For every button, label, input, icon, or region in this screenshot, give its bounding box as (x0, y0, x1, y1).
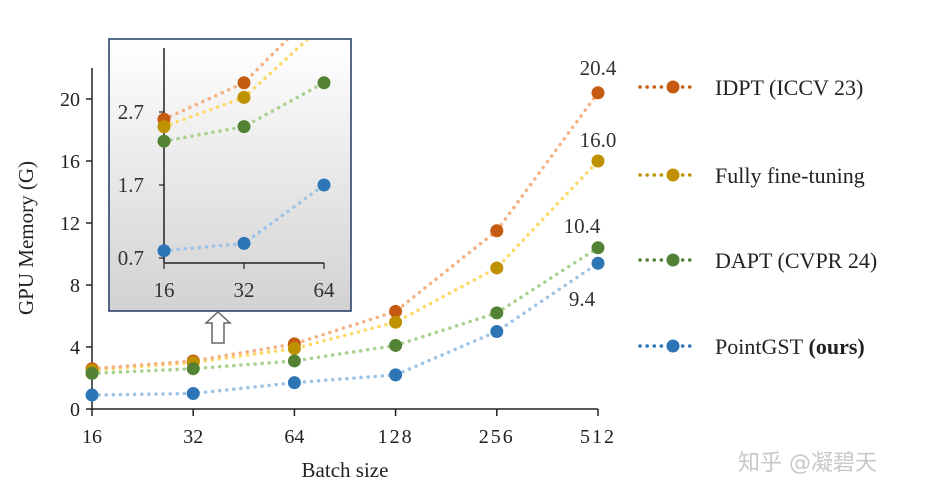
inset: 0.7 1.7 2.7 16 32 64 (108, 38, 352, 312)
inset-x-tick-label: 16 (154, 278, 175, 302)
x-tick-label: 256 (479, 426, 515, 448)
inset-series-line (162, 81, 326, 143)
data-label: 20.4 (580, 56, 617, 80)
data-point (287, 376, 301, 390)
x-tick-label: 16 (82, 426, 102, 448)
data-point (287, 342, 301, 356)
inset-y-tick-label: 1.7 (118, 173, 144, 197)
inset-background (108, 38, 352, 312)
inset-data-point (317, 76, 331, 90)
inset-x-tick-label: 64 (314, 278, 336, 302)
inset-x-tick-label: 32 (234, 278, 255, 302)
data-point (85, 388, 99, 402)
y-tick-label: 4 (70, 337, 80, 359)
series-line (90, 261, 600, 397)
data-point (591, 256, 605, 270)
inset-data-point (237, 120, 251, 134)
data-point (389, 304, 403, 318)
y-tick-label: 12 (60, 213, 80, 235)
inset-data-point (157, 120, 171, 134)
up-arrow-icon (204, 310, 232, 344)
series-line (90, 91, 600, 371)
legend-marker (666, 253, 680, 267)
y-tick-label: 20 (60, 89, 80, 111)
end-labels: 20.4 16.0 10.4 9.4 (564, 56, 617, 311)
y-axis-label: GPU Memory (G) (14, 161, 38, 315)
data-point (490, 306, 504, 320)
inset-data-point (237, 76, 251, 90)
legend-marker (666, 339, 680, 353)
watermark: 知乎 @凝碧天 (738, 451, 877, 476)
inset-series-line (162, 40, 290, 122)
legend-label: PointGST (ours) (715, 334, 865, 359)
main-axes (91, 68, 598, 410)
data-point (389, 338, 403, 352)
x-tick-label: 128 (378, 426, 414, 448)
inset-series-layer (157, 40, 331, 258)
data-point (287, 354, 301, 368)
y-ticks: 0 4 8 12 16 20 (60, 89, 92, 421)
inset-y-ticks: 0.7 1.7 2.7 (118, 100, 164, 270)
data-label: 9.4 (569, 287, 596, 311)
data-point (490, 261, 504, 275)
legend: IDPT (ICCV 23) Fully fine-tuning DAPT (CVP… (638, 75, 877, 359)
x-ticks: 16 32 64 128 256 512 (82, 409, 616, 448)
data-label: 16.0 (580, 128, 617, 152)
data-point (490, 224, 504, 238)
data-label: 10.4 (564, 214, 601, 238)
x-axis-label: Batch size (302, 458, 389, 482)
data-point (186, 362, 200, 376)
inset-y-tick-label: 0.7 (118, 246, 144, 270)
legend-label: IDPT (ICCV 23) (715, 75, 863, 100)
data-point (85, 366, 99, 380)
legend-marker (666, 80, 680, 94)
data-point (591, 154, 605, 168)
x-tick-label: 32 (183, 426, 203, 448)
y-tick-label: 0 (70, 399, 80, 421)
data-point (591, 241, 605, 255)
data-point (389, 315, 403, 329)
inset-x-ticks: 16 32 64 (154, 263, 336, 302)
y-tick-label: 16 (60, 151, 80, 173)
inset-data-point (157, 134, 171, 148)
x-tick-label: 512 (580, 426, 616, 448)
x-tick-label: 64 (284, 426, 304, 448)
inset-data-point (317, 178, 331, 192)
data-point (186, 387, 200, 400)
inset-data-point (237, 90, 251, 104)
data-point (591, 86, 605, 100)
inset-y-tick-label: 2.7 (118, 100, 144, 124)
data-point (490, 325, 504, 338)
legend-marker (666, 168, 680, 182)
inset-series-line (162, 183, 326, 253)
legend-label: Fully fine-tuning (715, 163, 865, 188)
legend-label: DAPT (CVPR 24) (715, 248, 877, 273)
data-point (389, 368, 403, 382)
inset-data-point (237, 236, 251, 250)
series-line (90, 246, 600, 376)
inset-data-point (157, 244, 171, 258)
series-layer (85, 86, 605, 402)
y-tick-label: 8 (70, 275, 80, 297)
